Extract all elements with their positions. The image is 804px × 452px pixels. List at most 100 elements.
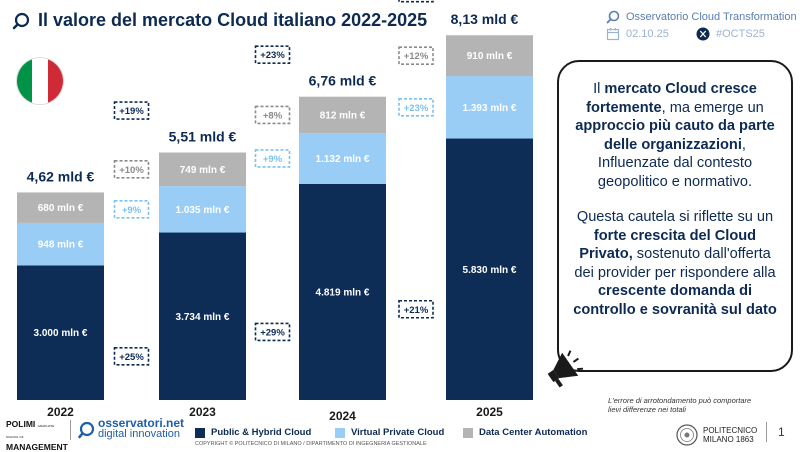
x-logo-icon xyxy=(696,27,710,40)
growth-box xyxy=(113,101,150,120)
bar-segment xyxy=(446,76,533,139)
growth-box xyxy=(113,200,150,219)
copyright: COPYRIGHT © POLITECNICO DI MILANO / DIPA… xyxy=(195,441,427,447)
polimi-mgmt-logo: POLIMI GRADUATE SCHOOL OF MANAGEMENT xyxy=(6,420,68,452)
politecnico-logo: POLITECNICO MILANO 1863 xyxy=(676,424,757,446)
callout-text-segment: , Influenzate dal contesto geopolitico e… xyxy=(597,136,753,190)
callout-paragraph-1: Il mercato Cloud cresce fortemente, ma e… xyxy=(569,80,781,191)
italy-flag-icon xyxy=(16,57,64,105)
callout-text-segment: sostenuto dall'offerta dei provider per … xyxy=(574,246,776,281)
total-label: 8,13 mld € xyxy=(451,11,519,27)
growth-label: +9% xyxy=(122,205,142,216)
bar-segment xyxy=(17,265,104,400)
growth-box xyxy=(398,299,434,319)
data-label: 5.830 mln € xyxy=(463,265,517,276)
growth-label: +12% xyxy=(404,51,429,62)
growth-box xyxy=(254,45,291,64)
date-hashtag-row: 02.10.25 #OCTS25 xyxy=(606,25,797,42)
legend-label: Virtual Private Cloud xyxy=(351,427,445,438)
bar-segment xyxy=(299,133,386,184)
growth-box xyxy=(254,149,291,168)
growth-box xyxy=(254,105,291,125)
data-label: 749 mln € xyxy=(180,165,226,176)
legend-data-center: Data Center Automation xyxy=(463,427,587,438)
growth-box xyxy=(398,0,434,3)
osservatori-subtitle: digital innovation xyxy=(98,428,180,440)
bar-segment xyxy=(446,138,533,400)
growth-box xyxy=(113,160,150,179)
bar-segment xyxy=(446,35,533,77)
osservatori-logo-icon xyxy=(78,421,95,439)
callout-paragraph-2: Questa cautela si riflette su un forte c… xyxy=(569,208,781,319)
bar-segment xyxy=(159,232,246,400)
legend-label: Public & Hybrid Cloud xyxy=(211,427,312,438)
rounding-note: L'errore di arrotondamento può comportar… xyxy=(608,396,752,414)
data-label: 3.000 mln € xyxy=(34,328,88,339)
page-number: 1 xyxy=(778,425,785,439)
data-label: 812 mln € xyxy=(320,110,366,121)
data-label: 1.132 mln € xyxy=(316,154,370,165)
data-label: 1.035 mln € xyxy=(176,205,230,216)
data-label: 1.393 mln € xyxy=(463,103,517,114)
growth-box xyxy=(113,346,150,366)
callout-text-segment: Questa cautela si riflette su un xyxy=(576,209,774,225)
bar-segment xyxy=(299,183,386,400)
growth-label: +9% xyxy=(263,154,283,165)
growth-label: +25% xyxy=(119,352,144,363)
legend-swatch xyxy=(335,427,345,438)
osservatori-logo: osservatori.net digital innovation xyxy=(98,416,198,440)
growth-label: +10% xyxy=(119,165,144,176)
category-label: 2022 xyxy=(47,405,74,419)
data-label: 3.734 mln € xyxy=(176,312,230,323)
hashtag: #OCTS25 xyxy=(716,27,765,40)
insight-callout: Il mercato Cloud cresce fortemente, ma e… xyxy=(557,60,793,372)
header-info: Osservatorio Cloud Transformation 02.10.… xyxy=(606,8,797,42)
growth-label: +29% xyxy=(260,327,285,338)
callout-text-segment: forte crescita del Cloud Privato, xyxy=(579,227,757,263)
legend-public-hybrid: Public & Hybrid Cloud xyxy=(195,427,311,438)
category-label: 2024 xyxy=(329,409,356,423)
data-label: 680 mln € xyxy=(38,203,84,214)
osservatori-name: osservatori.net xyxy=(98,416,185,430)
search-icon xyxy=(12,12,30,30)
legend-swatch xyxy=(463,427,473,438)
total-label: 5,51 mld € xyxy=(169,129,237,145)
calendar-icon xyxy=(606,27,620,40)
callout-text-segment: crescente domanda di controllo e sovrani… xyxy=(573,283,777,318)
bar-segment xyxy=(17,222,104,266)
total-label: 6,76 mld € xyxy=(309,73,377,89)
search-icon xyxy=(606,10,620,23)
observatory-row: Osservatorio Cloud Transformation xyxy=(606,8,797,25)
growth-label: +21% xyxy=(404,305,429,316)
politecnico-city: MILANO 1863 xyxy=(703,435,754,444)
data-label: 910 mln € xyxy=(467,51,513,62)
bar-segment xyxy=(159,152,246,187)
bar-segment xyxy=(299,96,386,134)
growth-box xyxy=(398,46,434,65)
data-label: 948 mln € xyxy=(38,240,84,251)
growth-box xyxy=(398,97,434,117)
growth-label: +19% xyxy=(119,106,144,117)
polimi-small-text: GRADUATE SCHOOL OF xyxy=(6,424,55,439)
data-label: 4.819 mln € xyxy=(316,287,370,298)
bar-segment xyxy=(159,186,246,233)
politecnico-name: POLITECNICO xyxy=(703,426,758,435)
growth-label: +8% xyxy=(263,110,283,121)
callout-text-segment: mercato Cloud cresce fortemente xyxy=(586,81,757,116)
growth-label: +23% xyxy=(404,103,429,114)
category-label: 2025 xyxy=(476,405,503,419)
observatory-name: Osservatorio Cloud Transformation xyxy=(626,10,797,23)
legend-swatch xyxy=(195,427,205,438)
growth-label: +23% xyxy=(260,50,285,61)
politecnico-seal-icon xyxy=(676,424,698,446)
bar-segment xyxy=(17,192,104,223)
legend-label: Data Center Automation xyxy=(479,427,588,438)
category-label: 2023 xyxy=(189,405,216,419)
management-text: MANAGEMENT xyxy=(6,442,68,452)
date: 02.10.25 xyxy=(626,27,669,40)
megaphone-icon xyxy=(547,350,584,388)
callout-text-segment: Il xyxy=(593,81,605,97)
page-title: Il valore del mercato Cloud italiano 202… xyxy=(38,10,428,30)
callout-text-segment: approccio più cauto da parte delle organ… xyxy=(575,118,775,153)
